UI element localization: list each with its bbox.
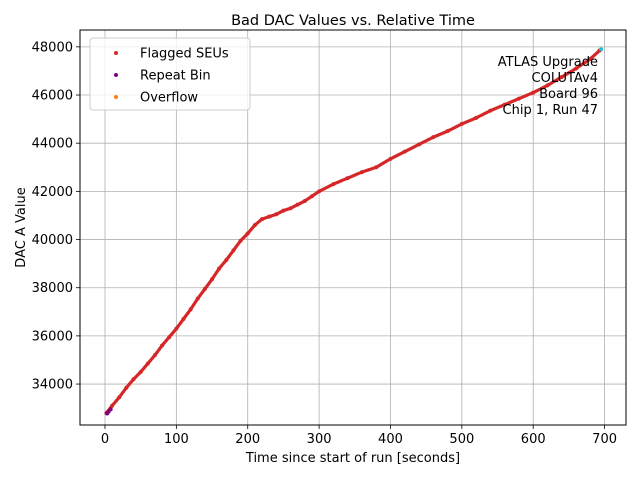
data-point: [217, 266, 222, 271]
data-point: [402, 149, 407, 154]
data-point: [474, 115, 479, 120]
data-point: [117, 395, 122, 400]
annotation-line: Chip 1, Run 47: [503, 103, 598, 118]
data-point: [131, 377, 136, 382]
data-point: [224, 258, 229, 263]
x-tick-label: 300: [307, 432, 332, 447]
data-point: [195, 296, 200, 301]
data-point: [431, 135, 436, 140]
data-point: [260, 217, 264, 222]
data-point: [152, 353, 157, 358]
x-tick-label: 0: [101, 432, 109, 447]
data-point: [331, 182, 336, 187]
data-point: [202, 286, 207, 291]
data-point: [516, 96, 521, 101]
data-point: [124, 385, 129, 390]
y-tick-label: 34000: [32, 378, 73, 393]
data-point: [445, 129, 450, 134]
data-point: [574, 66, 579, 71]
series-flagged-seus: [104, 48, 602, 415]
data-point: [160, 343, 165, 348]
data-point: [559, 74, 564, 79]
legend-label-flagged-seus: Flagged SEUs: [140, 47, 229, 62]
data-point: [252, 223, 257, 228]
annotation: ATLAS Upgrade COLUTAv4 Board 96 Chip 1, …: [498, 55, 598, 118]
y-tick-label: 40000: [32, 233, 73, 248]
legend-label-overflow: Overflow: [140, 91, 198, 106]
data-point: [288, 206, 293, 211]
data-point: [417, 142, 422, 147]
y-axis-label: DAC A Value: [14, 187, 29, 267]
data-point: [167, 335, 172, 340]
data-point: [231, 248, 236, 253]
y-axis-ticks: 34000 36000 38000 40000 42000 44000 46000 48000: [32, 40, 80, 393]
x-tick-label: 700: [592, 432, 617, 447]
data-point: [174, 326, 179, 331]
y-tick-label: 42000: [32, 185, 73, 200]
data-point: [295, 202, 300, 207]
x-tick-label: 100: [164, 432, 189, 447]
x-tick-label: 400: [378, 432, 403, 447]
x-tick-label: 200: [235, 432, 260, 447]
y-tick-label: 38000: [32, 281, 73, 296]
data-point: [302, 199, 307, 204]
y-tick-label: 36000: [32, 329, 73, 344]
chart-title: Bad DAC Values vs. Relative Time: [231, 13, 475, 29]
data-point: [110, 403, 115, 408]
legend-marker-repeat-bin: [114, 73, 118, 77]
legend-label-repeat-bin: Repeat Bin: [140, 69, 211, 84]
data-point: [210, 277, 215, 282]
data-point: [317, 189, 322, 194]
data-point: [374, 165, 379, 170]
legend-marker-flagged-seus: [114, 51, 118, 55]
data-point: [188, 307, 193, 312]
data-point: [274, 212, 279, 217]
annotation-line: ATLAS Upgrade: [498, 55, 598, 70]
data-point: [588, 56, 593, 61]
x-axis-label: Time since start of run [seconds]: [245, 451, 460, 466]
data-point: [488, 108, 493, 113]
series-endpoint: [599, 47, 604, 52]
y-tick-label: 44000: [32, 137, 73, 152]
data-point: [281, 208, 286, 213]
data-point: [345, 176, 350, 181]
data-point: [245, 231, 250, 236]
data-point: [531, 90, 536, 95]
plot-frame: [79, 29, 627, 426]
data-point: [108, 407, 113, 412]
data-point: [502, 102, 507, 107]
x-axis-ticks: 0 100 200 300 400 500 600 700: [101, 425, 617, 447]
data-point: [359, 170, 364, 175]
annotation-line: COLUTAv4: [532, 71, 598, 86]
data-point: [309, 194, 314, 199]
data-point: [238, 238, 243, 243]
legend-marker-overflow: [114, 95, 118, 99]
legend: Flagged SEUs Repeat Bin Overflow: [89, 37, 251, 111]
data-point: [138, 370, 143, 375]
data-point: [267, 214, 272, 219]
x-tick-label: 600: [521, 432, 546, 447]
data-point: [181, 317, 186, 322]
y-tick-label: 46000: [32, 89, 73, 104]
x-tick-label: 500: [449, 432, 474, 447]
y-tick-label: 48000: [32, 40, 73, 55]
data-points: [104, 47, 604, 416]
data-point: [545, 83, 550, 88]
data-point: [388, 156, 393, 161]
legend-box: [89, 37, 251, 111]
data-point: [599, 47, 604, 52]
data-point: [459, 121, 464, 126]
series-repeat-bin: [105, 407, 113, 416]
data-point: [145, 361, 150, 366]
annotation-line: Board 96: [539, 87, 598, 102]
